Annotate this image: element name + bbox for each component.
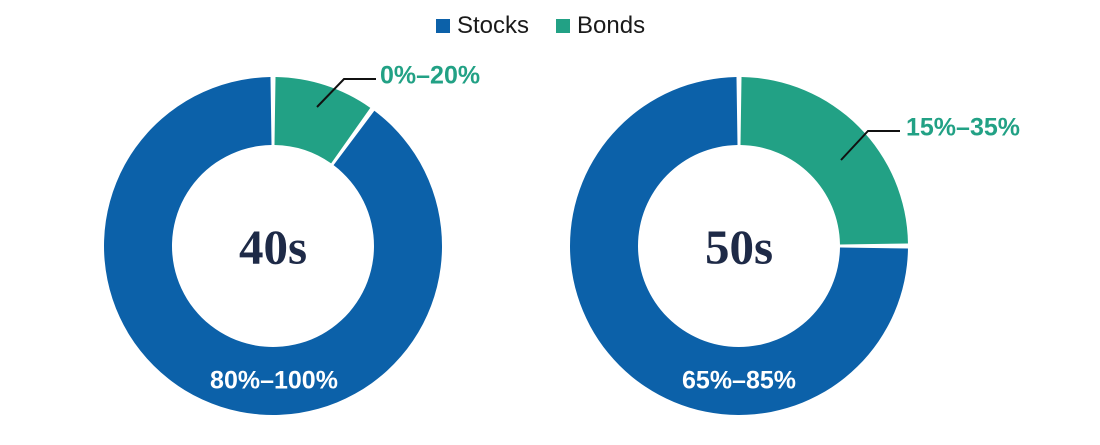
donut-chart-50s — [569, 77, 908, 416]
legend-item-bonds: Bonds — [556, 12, 645, 40]
bonds-range-label-50s: 15%–35% — [906, 113, 1020, 142]
stocks-range-label-50s: 65%–85% — [682, 366, 796, 395]
legend-item-stocks: Stocks — [436, 12, 529, 40]
slice-bonds-40s — [274, 77, 371, 164]
callout-line-50s-bonds — [840, 130, 900, 161]
stocks-swatch-icon — [436, 19, 450, 33]
legend-label-stocks: Stocks — [457, 12, 530, 39]
bonds-range-label-40s: 0%–20% — [380, 61, 481, 90]
legend: Stocks Bonds — [436, 12, 645, 40]
slice-bonds-50s — [740, 77, 908, 245]
bonds-swatch-icon — [556, 19, 571, 33]
legend-label-bonds: Bonds — [577, 12, 646, 39]
donut-center-label-40s: 40s — [238, 219, 308, 275]
donut-center-label-50s: 50s — [704, 219, 774, 275]
stocks-range-label-40s: 80%–100% — [210, 366, 338, 395]
donut-chart-40s — [104, 77, 443, 416]
callout-line-40s-bonds — [316, 78, 376, 108]
slice-stocks-40s — [104, 77, 443, 416]
slice-stocks-50s — [569, 77, 908, 416]
